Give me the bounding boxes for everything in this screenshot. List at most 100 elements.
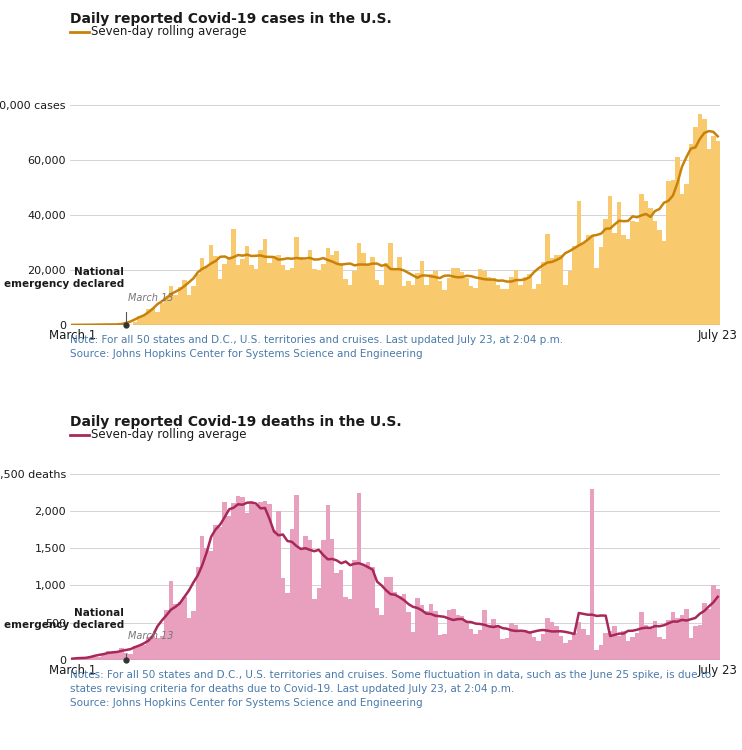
Bar <box>532 289 536 325</box>
Bar <box>236 265 240 325</box>
Bar <box>424 284 429 325</box>
Bar <box>393 268 397 325</box>
Bar <box>352 560 357 660</box>
Bar <box>680 194 684 325</box>
Bar <box>513 626 518 660</box>
Bar <box>133 646 137 660</box>
Bar <box>298 550 303 660</box>
Bar <box>456 268 460 325</box>
Bar <box>693 128 697 325</box>
Bar <box>631 638 635 660</box>
Bar <box>236 496 240 660</box>
Bar <box>518 285 523 325</box>
Bar <box>424 610 429 660</box>
Text: National
emergency declared: National emergency declared <box>4 608 124 630</box>
Bar <box>285 270 289 325</box>
Bar <box>357 244 361 325</box>
Bar <box>308 540 312 660</box>
Bar <box>339 263 344 325</box>
Bar <box>594 268 599 325</box>
Bar <box>348 285 352 325</box>
Bar <box>151 637 155 660</box>
Bar <box>541 262 545 325</box>
Bar <box>196 567 200 660</box>
Bar <box>577 622 581 660</box>
Bar <box>240 496 245 660</box>
Bar <box>590 488 594 660</box>
Bar <box>155 312 160 325</box>
Bar <box>263 501 267 660</box>
Bar <box>612 626 617 660</box>
Bar <box>276 255 280 325</box>
Bar <box>388 244 393 325</box>
Bar <box>344 279 348 325</box>
Bar <box>585 236 590 325</box>
Bar <box>451 268 456 325</box>
Bar <box>196 274 200 325</box>
Text: Note: For all 50 states and D.C., U.S. territories and cruises. Last updated Jul: Note: For all 50 states and D.C., U.S. t… <box>70 335 563 359</box>
Bar <box>433 271 438 325</box>
Bar <box>83 657 88 660</box>
Bar <box>254 506 258 660</box>
Bar <box>384 578 388 660</box>
Bar <box>370 256 375 325</box>
Bar <box>312 268 317 325</box>
Bar <box>675 158 680 325</box>
Bar <box>469 286 473 325</box>
Bar <box>684 609 689 660</box>
Bar <box>186 619 191 660</box>
Bar <box>599 646 603 660</box>
Bar <box>460 272 464 325</box>
Bar <box>568 271 572 325</box>
Bar <box>572 634 577 660</box>
Bar <box>173 604 177 660</box>
Bar <box>308 250 312 325</box>
Bar <box>550 258 554 325</box>
Bar <box>617 636 621 660</box>
Text: March 13: March 13 <box>128 632 174 641</box>
Bar <box>303 536 308 660</box>
Bar <box>666 182 671 325</box>
Bar <box>124 653 128 660</box>
Bar <box>393 592 397 660</box>
Bar <box>693 626 697 660</box>
Text: Notes: For all 50 states and D.C., U.S. territories and cruises. Some fluctuatio: Notes: For all 50 states and D.C., U.S. … <box>70 670 712 708</box>
Bar <box>191 286 196 325</box>
Bar <box>335 251 339 325</box>
Bar <box>200 536 205 660</box>
Bar <box>344 597 348 660</box>
Bar <box>644 626 649 660</box>
Bar <box>640 612 644 660</box>
Bar <box>447 610 451 660</box>
Bar <box>321 540 326 660</box>
Bar <box>379 286 384 325</box>
Bar <box>352 271 357 325</box>
Bar <box>74 659 79 660</box>
Bar <box>191 610 196 660</box>
Bar <box>366 562 370 660</box>
Bar <box>487 625 491 660</box>
Bar <box>133 322 137 325</box>
Bar <box>366 264 370 325</box>
Bar <box>528 274 532 325</box>
Bar <box>245 245 249 325</box>
Bar <box>128 654 133 660</box>
Bar <box>401 286 406 325</box>
Bar <box>397 596 401 660</box>
Bar <box>232 230 236 325</box>
Bar <box>442 634 447 660</box>
Bar <box>603 219 608 325</box>
Bar <box>671 179 675 325</box>
Bar <box>249 503 254 660</box>
Bar <box>478 630 482 660</box>
Bar <box>581 628 585 660</box>
Bar <box>160 303 164 325</box>
Text: Seven-day rolling average: Seven-day rolling average <box>91 26 246 38</box>
Bar <box>518 629 523 660</box>
Bar <box>240 260 245 325</box>
Bar <box>469 628 473 660</box>
Bar <box>370 567 375 660</box>
Bar <box>491 278 496 325</box>
Bar <box>689 638 693 660</box>
Bar <box>447 278 451 325</box>
